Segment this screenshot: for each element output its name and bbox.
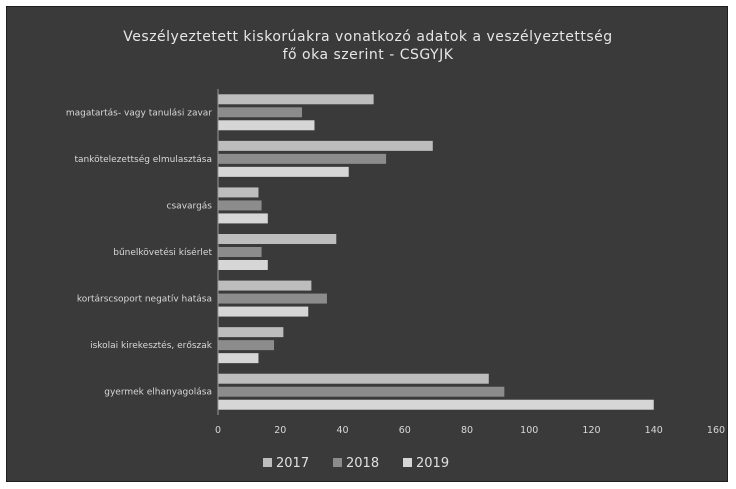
x-tick-label: 80 xyxy=(461,425,473,436)
chart-svg: Veszélyeztetett kiskorúakra vonatkozó ad… xyxy=(66,29,725,471)
x-tick-label: 120 xyxy=(582,425,600,436)
bar-2018 xyxy=(218,293,327,304)
bar-2018 xyxy=(218,107,303,118)
bar-2019 xyxy=(218,166,349,177)
category-group: kortárscsoport negatív hatása xyxy=(77,280,327,317)
legend-item: 2018 xyxy=(333,456,379,471)
category-label: bűnelkövetési kísérlet xyxy=(113,247,212,258)
bar-2017 xyxy=(218,280,312,291)
bar-2017 xyxy=(218,373,489,384)
category-group: bűnelkövetési kísérlet xyxy=(113,234,337,270)
x-axis: 0 20 40 60 80 100 120 140 160 xyxy=(215,425,725,436)
bar-2017 xyxy=(218,234,337,244)
category-label: iskolai kirekesztés, erőszak xyxy=(90,340,213,351)
x-tick-label: 160 xyxy=(707,425,725,436)
bar-2017 xyxy=(218,140,433,151)
legend: 2017 2018 2019 xyxy=(263,456,449,471)
plot-area: magatartás- vagy tanulási zavar tankötele… xyxy=(66,89,654,415)
legend-swatch xyxy=(403,458,412,467)
x-tick-label: 60 xyxy=(399,425,411,436)
bar-2018 xyxy=(218,340,275,351)
category-label: csavargás xyxy=(167,201,213,211)
bar-2019 xyxy=(218,399,654,410)
legend-label: 2018 xyxy=(346,456,379,471)
legend-label: 2017 xyxy=(276,456,309,471)
category-group: iskolai kirekesztés, erőszak xyxy=(90,327,284,364)
category-label: gyermek elhanyagolása xyxy=(104,388,212,398)
category-group: gyermek elhanyagolása xyxy=(104,373,654,410)
x-tick-label: 40 xyxy=(336,425,348,436)
x-tick-label: 140 xyxy=(645,425,663,436)
bar-2019 xyxy=(218,353,259,364)
legend-swatch xyxy=(333,458,342,467)
category-label: tankötelezettség elmulasztása xyxy=(74,154,212,165)
bar-2017 xyxy=(218,94,374,105)
bar-2019 xyxy=(218,306,309,317)
category-group: magatartás- vagy tanulási zavar xyxy=(66,94,374,131)
x-tick-label: 20 xyxy=(274,425,286,436)
chart-title-line-2: fő oka szerint - CSGYJK xyxy=(283,47,454,63)
x-tick-label: 0 xyxy=(215,425,221,436)
category-label: kortárscsoport negatív hatása xyxy=(77,295,212,305)
category-label: magatartás- vagy tanulási zavar xyxy=(66,108,212,118)
chart-frame: Veszélyeztetett kiskorúakra vonatkozó ad… xyxy=(6,6,728,482)
legend-label: 2019 xyxy=(416,456,449,471)
legend-swatch xyxy=(263,458,272,467)
bar-2017 xyxy=(218,187,259,198)
bar-2018 xyxy=(218,200,262,211)
category-group: csavargás xyxy=(167,187,268,224)
bar-2017 xyxy=(218,327,284,338)
bar-2018 xyxy=(218,386,505,397)
category-group: tankötelezettség elmulasztása xyxy=(74,140,433,177)
bar-2019 xyxy=(218,260,268,270)
chart-title-line-1: Veszélyeztetett kiskorúakra vonatkozó ad… xyxy=(123,29,612,45)
chart-title: Veszélyeztetett kiskorúakra vonatkozó ad… xyxy=(123,29,612,63)
bar-2018 xyxy=(218,153,387,164)
x-tick-label: 100 xyxy=(520,425,538,436)
bar-2018 xyxy=(218,247,262,257)
legend-item: 2019 xyxy=(403,456,449,471)
legend-item: 2017 xyxy=(263,456,309,471)
bar-2019 xyxy=(218,213,268,224)
bar-2019 xyxy=(218,120,315,131)
